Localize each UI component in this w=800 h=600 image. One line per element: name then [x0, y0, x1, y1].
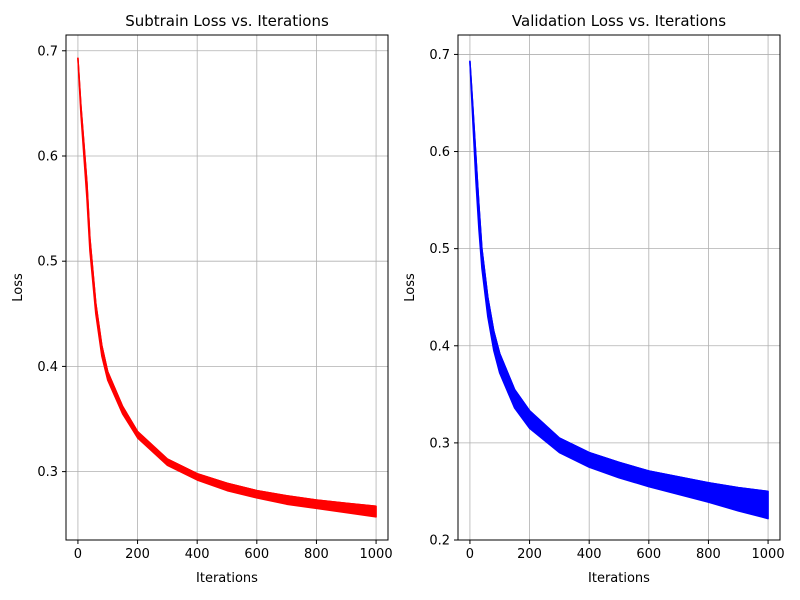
x-tick-label: 600: [244, 547, 269, 562]
validation-loss-chart: 0 200 400 600 800 1000 0.2 0.3 0.4 0.5 0.6 0.7 Valid…: [403, 12, 785, 586]
y-tick-label: 0.5: [37, 255, 58, 270]
chart-title: Subtrain Loss vs. Iterations: [125, 12, 329, 30]
x-axis-label: Iterations: [588, 571, 650, 586]
series-line: [469, 61, 769, 493]
x-tick-label: 400: [185, 547, 210, 562]
series-line: [77, 58, 377, 508]
x-tick-label: 600: [636, 547, 661, 562]
x-tick-label: 800: [304, 547, 329, 562]
y-tick-label: 0.4: [429, 339, 450, 354]
x-tick-label: 0: [74, 547, 82, 562]
y-tick-label: 0.6: [429, 145, 450, 160]
series-band: [77, 57, 377, 518]
y-tick-label: 0.3: [429, 436, 450, 451]
y-tick-label: 0.6: [37, 149, 58, 164]
y-tick-label: 0.4: [37, 360, 58, 375]
x-tick-label: 1000: [360, 547, 393, 562]
x-tick-label: 0: [466, 547, 474, 562]
x-axis-label: Iterations: [196, 571, 258, 586]
x-tick-label: 800: [696, 547, 721, 562]
y-axis-label: Loss: [403, 273, 418, 302]
chart-title: Validation Loss vs. Iterations: [512, 12, 726, 30]
y-tick-label: 0.5: [429, 242, 450, 257]
x-tick-label: 200: [125, 547, 150, 562]
y-tick-label: 0.3: [37, 465, 58, 480]
plot-frame: [65, 34, 389, 541]
x-tick-label: 400: [577, 547, 602, 562]
x-tick-label: 1000: [752, 547, 785, 562]
y-axis-label: Loss: [11, 273, 26, 302]
y-tick-label: 0.7: [429, 48, 450, 63]
series-band: [469, 60, 769, 520]
x-tick-label: 200: [517, 547, 542, 562]
y-tick-label: 0.2: [429, 534, 450, 549]
plot-frame: [457, 34, 781, 541]
y-tick-label: 0.7: [37, 44, 58, 59]
subtrain-loss-chart: 0 200 400 600 800 1000 0.3 0.4 0.5 0.6 0.7 Subtrain…: [11, 12, 393, 586]
